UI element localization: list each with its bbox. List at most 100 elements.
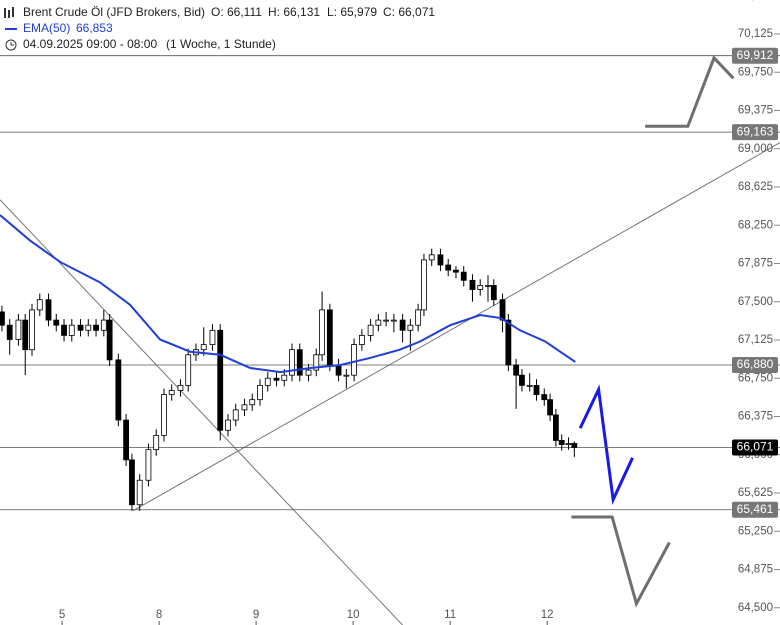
x-tick-label: 5	[59, 609, 65, 621]
y-tick-label: 66,750	[738, 372, 773, 384]
date-range: 04.09.2025 09:00 - 08:00	[23, 37, 157, 51]
level-label: 65,461	[737, 502, 774, 516]
candle-body	[129, 459, 135, 506]
candle-body	[77, 324, 84, 331]
candle-body	[358, 335, 365, 345]
x-tick-label: 11	[444, 609, 456, 621]
candle-body	[168, 390, 175, 395]
candle-body	[505, 319, 512, 366]
candle-body	[161, 394, 167, 436]
candle-body	[185, 354, 192, 386]
candle-body	[552, 414, 559, 441]
candle-body	[313, 354, 320, 371]
candle-body	[375, 319, 382, 326]
candle-body	[145, 449, 152, 481]
level-label: 66,880	[737, 357, 774, 371]
candle-body	[85, 324, 92, 331]
candle-body	[22, 319, 29, 351]
candle-body	[445, 264, 452, 271]
candle-body	[460, 271, 467, 281]
ohlc-close: C: 66,071	[383, 5, 435, 19]
candle-body	[136, 479, 143, 506]
candle-body	[367, 324, 374, 336]
candle-body	[0, 311, 5, 326]
candle-body	[519, 374, 525, 386]
candle-body	[177, 384, 184, 391]
candle-body	[29, 309, 35, 351]
ohlc-high: H: 66,131	[268, 5, 320, 19]
candle-body	[407, 324, 414, 331]
candle-body	[106, 319, 113, 361]
candle-body	[428, 254, 435, 261]
y-tick-label: 67,125	[738, 334, 773, 346]
candle-body	[296, 349, 303, 376]
y-tick-label: 64,500	[738, 602, 773, 614]
level-label-box	[732, 124, 778, 141]
candle-body	[383, 319, 390, 322]
ohlc-low: L: 65,979	[327, 5, 377, 19]
candle-body	[232, 409, 239, 421]
ohlc-open: O: 66,111	[211, 5, 262, 19]
candle-body	[249, 399, 256, 406]
candle-body	[45, 299, 52, 321]
candle-body	[15, 319, 22, 340]
candle-body	[61, 324, 67, 336]
candle-body	[209, 329, 216, 345]
ema-line	[0, 214, 576, 374]
indicator-name: EMA(50)	[23, 21, 70, 35]
y-tick-label: 68,250	[738, 219, 773, 231]
candle-body	[469, 279, 476, 290]
candle-body	[53, 319, 60, 326]
x-tick-label: 8	[156, 609, 162, 621]
candle-body	[499, 299, 506, 321]
period: (1 Woche, 1 Stunde)	[166, 37, 276, 51]
y-tick-label: 64,875	[738, 564, 773, 576]
candle-body	[36, 299, 43, 311]
candle-body	[390, 319, 397, 322]
candle-body	[541, 394, 548, 401]
x-tick-label: 10	[347, 609, 360, 621]
y-tick-label: 67,500	[738, 296, 773, 308]
level-label-box	[732, 439, 778, 456]
y-tick-label: 70,125	[738, 28, 773, 40]
candle-body	[399, 319, 406, 331]
candle-body	[93, 324, 99, 331]
x-tick-label: 12	[541, 609, 554, 621]
level-label: 69,163	[737, 124, 774, 138]
candle-body	[437, 254, 444, 266]
indicator-value: 66,853	[76, 21, 113, 35]
y-tick-label: 69,375	[738, 105, 773, 117]
candle-body	[200, 344, 207, 351]
candle-body	[281, 374, 288, 381]
candle-body	[225, 419, 231, 431]
candle-body	[558, 440, 565, 445]
x-tick-label: 9	[253, 609, 259, 621]
candle-body	[153, 434, 160, 451]
candle-body	[485, 285, 491, 287]
candle-body	[513, 364, 520, 376]
clock-icon	[5, 39, 17, 51]
header: Brent Crude Öl (JFD Brokers, Bid) O: 66,…	[4, 5, 435, 51]
level-label-box	[732, 501, 778, 518]
candle-body	[565, 443, 572, 445]
drawing	[578, 384, 634, 505]
candle-body	[477, 285, 484, 290]
level-label: 66,071	[737, 440, 774, 454]
candle-body	[241, 404, 248, 411]
y-tick-label: 69,750	[738, 66, 773, 78]
candle-body	[115, 359, 122, 421]
title: Brent Crude Öl (JFD Brokers, Bid)	[23, 5, 205, 19]
candle-body	[326, 309, 333, 366]
drawing	[645, 55, 735, 128]
y-tick-label: 66,375	[738, 411, 773, 423]
candle-body	[6, 324, 13, 340]
candle-body	[547, 399, 553, 416]
level-label: 69,912	[737, 48, 774, 62]
drawing	[132, 142, 780, 512]
drawing	[0, 199, 403, 625]
candle-body	[421, 259, 427, 311]
level-label-box	[732, 47, 778, 64]
candle-icon	[4, 7, 14, 18]
candle-body	[68, 324, 75, 336]
